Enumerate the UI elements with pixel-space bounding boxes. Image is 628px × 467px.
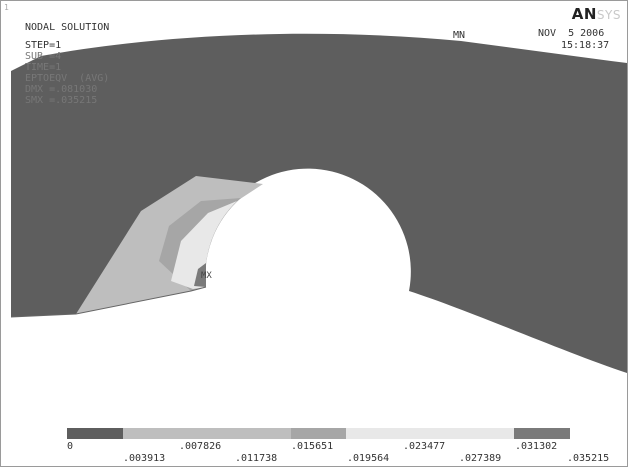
legend-label-top-3: .015651 xyxy=(291,441,334,452)
legend-label-top-5: .031302 xyxy=(515,441,558,452)
legend-label-top-4: .023477 xyxy=(403,441,446,452)
legend-label-bottom-5: .035215 xyxy=(567,453,610,464)
step-line: STEP=1 xyxy=(25,40,62,51)
boundary-line xyxy=(10,286,207,318)
legend-label-top-2: .007826 xyxy=(179,441,222,452)
ansys-logo: ANSYS xyxy=(571,5,621,23)
legend-swatch xyxy=(346,428,403,439)
legend-label-bottom-2: .011738 xyxy=(235,453,278,464)
legend-label-bottom-1: .003913 xyxy=(123,453,166,464)
min-marker: MN xyxy=(453,30,466,41)
legend-label-bottom-4: .027389 xyxy=(459,453,502,464)
shell-region xyxy=(11,33,627,374)
max-marker: MX xyxy=(201,271,212,281)
substep-line: SUB =4 xyxy=(25,51,62,62)
dmx-line: DMX =.081030 xyxy=(25,84,98,95)
window-number: 1 xyxy=(4,3,9,12)
legend-label-top-1: 0 xyxy=(67,441,74,452)
legend-swatch xyxy=(514,428,570,439)
result-item-line: EPTOEQV (AVG) xyxy=(25,73,110,84)
legend-swatch xyxy=(290,428,347,439)
legend-swatch xyxy=(178,428,235,439)
contour-legend-bar xyxy=(67,428,570,439)
time-line: TIME=1 xyxy=(25,62,62,73)
legend-swatch xyxy=(122,428,179,439)
strain-band-max xyxy=(194,263,206,287)
legend-swatch xyxy=(234,428,291,439)
plot-date: NOV 5 2006 xyxy=(538,28,605,39)
legend-label-bottom-3: .019564 xyxy=(347,453,390,464)
plot-title: NODAL SOLUTION xyxy=(25,22,110,33)
legend-swatch xyxy=(402,428,459,439)
legend-swatch xyxy=(458,428,514,439)
smx-line: SMX =.035215 xyxy=(25,95,98,106)
plot-time: 15:18:37 xyxy=(561,40,610,51)
strain-band-pale xyxy=(171,201,237,289)
legend-swatch xyxy=(67,428,123,439)
